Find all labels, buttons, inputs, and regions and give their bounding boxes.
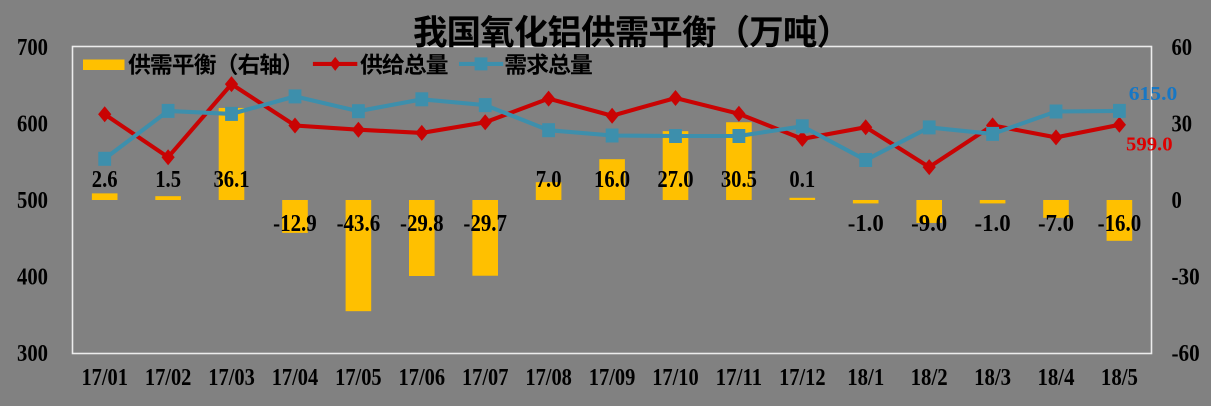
svg-text:-7.0: -7.0 xyxy=(1038,211,1074,237)
svg-text:17/05: 17/05 xyxy=(335,365,382,391)
svg-text:0: 0 xyxy=(1172,188,1182,214)
svg-text:-1.0: -1.0 xyxy=(848,211,884,237)
svg-text:600: 600 xyxy=(17,112,48,138)
svg-text:18/5: 18/5 xyxy=(1101,365,1138,391)
svg-text:18/1: 18/1 xyxy=(847,365,884,391)
svg-text:17/08: 17/08 xyxy=(525,365,572,391)
svg-text:-12.9: -12.9 xyxy=(273,211,317,237)
svg-text:1.5: 1.5 xyxy=(155,167,181,193)
svg-text:-60: -60 xyxy=(1172,341,1200,367)
svg-text:-9.0: -9.0 xyxy=(911,211,947,237)
svg-text:18/3: 18/3 xyxy=(974,365,1011,391)
svg-text:60: 60 xyxy=(1172,35,1193,61)
svg-text:16.0: 16.0 xyxy=(594,167,630,193)
svg-text:18/2: 18/2 xyxy=(911,365,948,391)
svg-text:-1.0: -1.0 xyxy=(975,211,1011,237)
svg-text:17/11: 17/11 xyxy=(716,365,763,391)
svg-text:17/03: 17/03 xyxy=(208,365,255,391)
svg-text:0.1: 0.1 xyxy=(789,167,815,193)
svg-text:30: 30 xyxy=(1172,112,1193,138)
svg-text:17/04: 17/04 xyxy=(272,365,319,391)
svg-text:400: 400 xyxy=(17,265,48,291)
svg-text:500: 500 xyxy=(17,188,48,214)
svg-text:2.6: 2.6 xyxy=(92,167,118,193)
svg-text:17/06: 17/06 xyxy=(399,365,446,391)
svg-text:17/01: 17/01 xyxy=(81,365,128,391)
svg-text:-29.7: -29.7 xyxy=(463,211,507,237)
svg-text:7.0: 7.0 xyxy=(536,167,562,193)
svg-text:700: 700 xyxy=(17,35,48,61)
svg-text:30.5: 30.5 xyxy=(721,167,757,193)
svg-text:-43.6: -43.6 xyxy=(337,211,381,237)
svg-text:-29.8: -29.8 xyxy=(400,211,444,237)
svg-text:17/02: 17/02 xyxy=(145,365,192,391)
svg-text:18/4: 18/4 xyxy=(1038,365,1075,391)
svg-text:615.0: 615.0 xyxy=(1129,84,1178,105)
svg-text:300: 300 xyxy=(17,341,48,367)
svg-text:-30: -30 xyxy=(1172,265,1200,291)
svg-text:-16.0: -16.0 xyxy=(1098,211,1142,237)
svg-text:17/10: 17/10 xyxy=(652,365,699,391)
svg-text:36.1: 36.1 xyxy=(213,167,249,193)
svg-text:17/12: 17/12 xyxy=(779,365,826,391)
svg-text:17/07: 17/07 xyxy=(462,365,509,391)
svg-text:17/09: 17/09 xyxy=(589,365,636,391)
svg-text:27.0: 27.0 xyxy=(657,167,693,193)
svg-text:599.0: 599.0 xyxy=(1126,135,1173,156)
